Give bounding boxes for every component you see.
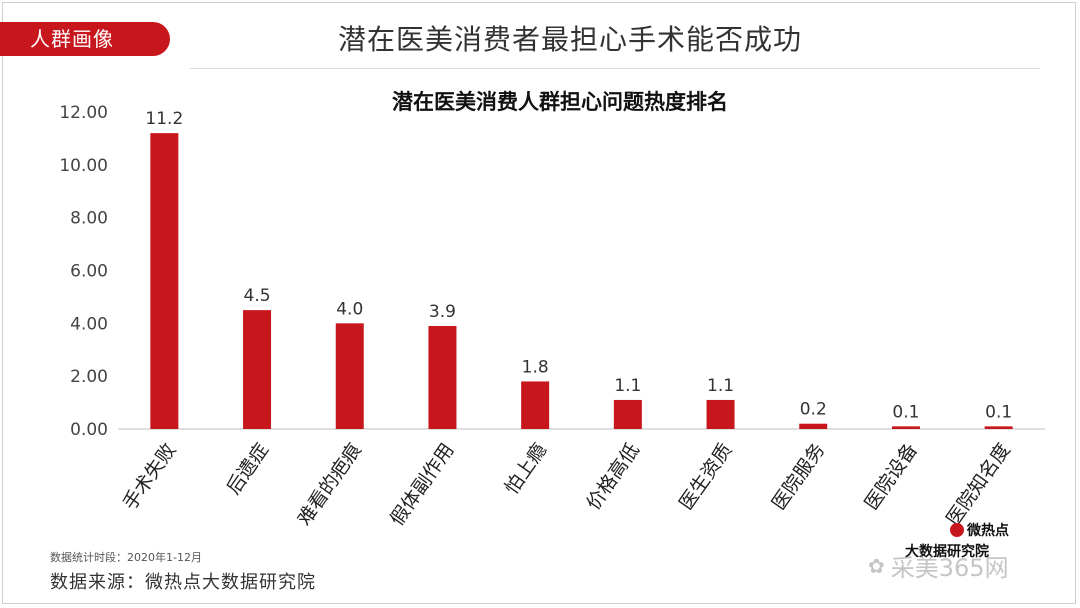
y-tick-label: 2.00 [70, 367, 108, 387]
bar [335, 323, 364, 429]
data-period-note: 数据统计时段：2020年1-12月 [50, 551, 202, 564]
data-label: 0.1 [985, 402, 1012, 422]
brand-logo: 微热点 [950, 520, 1009, 540]
data-label: 11.2 [145, 109, 183, 129]
y-tick-label: 0.00 [70, 420, 108, 440]
data-label: 0.2 [800, 400, 827, 420]
data-label: 4.0 [336, 299, 363, 319]
data-label: 4.5 [244, 286, 271, 306]
x-tick-label: 手术失败 [119, 439, 181, 514]
brand-logo-icon [950, 523, 964, 537]
data-label: 1.1 [614, 376, 641, 396]
data-label: 1.1 [707, 376, 734, 396]
bar [150, 133, 179, 429]
data-label: 1.8 [522, 357, 549, 377]
y-tick-label: 12.00 [59, 103, 108, 123]
bar [984, 426, 1013, 429]
bar [891, 426, 920, 429]
section-tag: 人群画像 [0, 22, 170, 56]
watermark: ✿ 采美365网 [868, 548, 1009, 583]
bar [428, 325, 457, 429]
bar [613, 399, 642, 429]
y-tick-label: 10.00 [59, 156, 108, 176]
y-tick-label: 4.00 [70, 314, 108, 334]
brand-subtitle: 大数据研究院 [905, 544, 989, 560]
data-label: 0.1 [892, 402, 919, 422]
x-tick-label: 医院服务 [768, 439, 830, 514]
x-tick-label: 难看的疤痕 [293, 439, 366, 529]
x-tick-label: 医院知名度 [942, 439, 1015, 529]
chart-title: 潜在医美消费人群担心问题热度排名 [392, 90, 728, 114]
x-tick-label: 假体副作用 [386, 439, 459, 529]
x-tick-label: 医院设备 [860, 439, 922, 514]
x-tick-label: 后遗症 [222, 439, 273, 498]
bar [243, 310, 272, 429]
watermark-text: 采美365网 [890, 554, 1009, 582]
title-divider [190, 68, 1040, 69]
y-tick-label: 8.00 [70, 209, 108, 229]
page-title: 潜在医美消费者最担心手术能否成功 [337, 23, 802, 56]
bar [799, 423, 828, 429]
x-tick-label: 医生资质 [675, 439, 737, 514]
data-source-note: 数据来源：微热点大数据研究院 [50, 572, 316, 593]
brand-logo-text: 微热点 [967, 523, 1009, 539]
x-tick-label: 怕上瘾 [501, 439, 552, 498]
x-tick-label: 价格高低 [582, 439, 644, 514]
data-label: 3.9 [429, 302, 456, 322]
y-tick-label: 6.00 [70, 262, 108, 282]
wechat-icon: ✿ [868, 553, 885, 578]
bar [521, 381, 550, 429]
bar [706, 399, 735, 429]
